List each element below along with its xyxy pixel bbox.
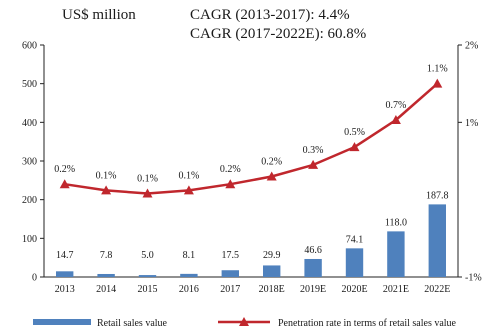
line-value-label: 0.1%	[137, 173, 158, 184]
y-right-tick-label: -1%	[465, 273, 482, 284]
line-point	[432, 78, 443, 88]
line-value-label: 0.2%	[261, 156, 282, 167]
bars	[56, 204, 446, 277]
bar-value-label: 118.0	[385, 217, 407, 228]
y-right-tick-label: 1%	[465, 118, 478, 129]
bar-value-label: 17.5	[222, 250, 240, 261]
line-point	[101, 185, 112, 195]
data-labels: 14.7 7.8 5.0 8.1 17.5 29.9 46.6 74.1 118.0 187.8 0…	[54, 64, 448, 261]
bar	[387, 231, 405, 277]
line-point	[225, 179, 236, 189]
line-point	[266, 171, 277, 181]
y-left-tick-label: 400	[22, 118, 37, 129]
y-left-tick-label: 0	[32, 273, 37, 284]
y-right-tick-label: 2%	[465, 41, 478, 52]
line-point	[183, 185, 194, 195]
x-tick-label: 2016	[179, 284, 199, 295]
legend: Retail sales value Penetration rate in t…	[33, 317, 457, 329]
y-left-tick-label: 300	[22, 157, 37, 168]
y-left-tick-label: 200	[22, 195, 37, 206]
bar	[304, 258, 322, 277]
line-value-label: 0.1%	[96, 170, 117, 181]
line-value-label: 0.5%	[344, 127, 365, 138]
y-left-tick-label: 100	[22, 234, 37, 245]
bar	[180, 273, 198, 277]
bar	[263, 265, 281, 277]
legend-line-marker	[239, 317, 249, 326]
bar-value-label: 187.8	[426, 190, 449, 201]
bar-value-label: 7.8	[100, 250, 113, 261]
x-tick-label: 2017	[220, 284, 240, 295]
line-value-label: 0.2%	[54, 164, 75, 175]
x-tick-label: 2022E	[424, 284, 450, 295]
x-tick-label: 2015	[138, 284, 158, 295]
legend-line-label: Penetration rate in terms of retail sale…	[278, 318, 457, 329]
bar	[221, 270, 239, 277]
legend-bar-label: Retail sales value	[97, 318, 168, 329]
bar	[428, 204, 446, 277]
cagr-line-2: CAGR (2017-2022E): 60.8%	[190, 26, 366, 42]
axes: 0 100 200 300 400 500 600 -1% 1% 2% 2013 2014 2015 20…	[22, 41, 482, 296]
bar-value-label: 5.0	[141, 250, 154, 261]
line-point	[349, 142, 360, 152]
line-value-label: 0.2%	[220, 164, 241, 175]
line-point	[390, 115, 401, 125]
x-tick-label: 2019E	[300, 284, 326, 295]
x-tick-label: 2013	[55, 284, 75, 295]
bar	[97, 273, 115, 277]
bar-value-label: 29.9	[263, 250, 281, 261]
y-left-tick-label: 500	[22, 79, 37, 90]
y-left-tick-label: 600	[22, 41, 37, 52]
x-tick-label: 2014	[96, 284, 116, 295]
bar	[56, 271, 74, 277]
line-value-label: 0.1%	[178, 170, 199, 181]
line-point	[308, 159, 319, 169]
bar-value-label: 74.1	[346, 234, 364, 245]
line-value-label: 1.1%	[427, 64, 448, 75]
penetration-line	[59, 78, 443, 198]
bar-value-label: 14.7	[56, 250, 74, 261]
line-point	[142, 188, 153, 198]
line-value-label: 0.3%	[303, 145, 324, 156]
legend-bar-swatch	[33, 319, 91, 325]
line-point	[59, 179, 70, 189]
bar-value-label: 46.6	[304, 245, 322, 256]
x-tick-label: 2020E	[341, 284, 367, 295]
bar	[345, 248, 364, 277]
unit-label: US$ million	[62, 7, 136, 23]
x-tick-label: 2018E	[259, 284, 285, 295]
cagr-line-1: CAGR (2013-2017): 4.4%	[190, 7, 350, 23]
bar-value-label: 8.1	[183, 250, 196, 261]
bar	[138, 275, 157, 277]
penetration-line-path	[64, 82, 439, 195]
line-value-label: 0.7%	[385, 100, 406, 111]
x-tick-label: 2021E	[383, 284, 409, 295]
